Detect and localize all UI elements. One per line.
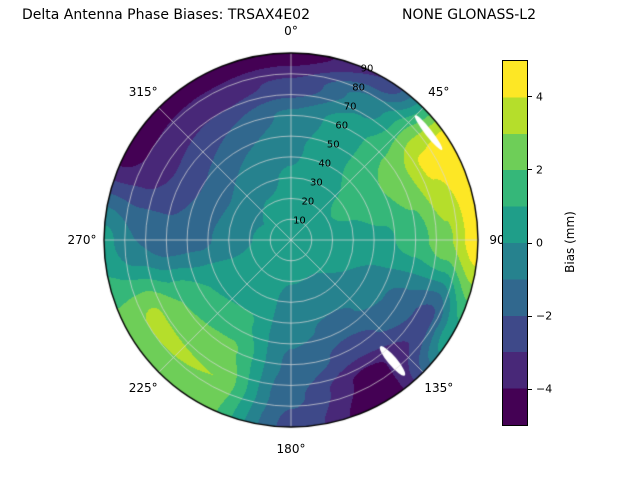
angular-tick-label: 225° bbox=[128, 380, 158, 395]
colorbar-tick-label: −4 bbox=[536, 382, 553, 396]
radial-tick-label: 90 bbox=[360, 63, 374, 75]
colorbar-axis-label: Bias (mm) bbox=[563, 211, 577, 273]
colorbar-tick-label: −2 bbox=[536, 309, 553, 323]
radial-tick-label: 50 bbox=[326, 139, 340, 151]
angular-tick-label: 0° bbox=[284, 24, 298, 38]
angular-tick-label: 45° bbox=[428, 85, 450, 100]
radial-tick-label: 30 bbox=[309, 177, 323, 189]
radial-tick-label: 40 bbox=[318, 158, 332, 170]
colorbar-tick bbox=[528, 242, 532, 244]
colorbar-tick bbox=[528, 315, 532, 317]
colorbar-tick-label: 2 bbox=[536, 163, 543, 177]
radial-tick-label: 10 bbox=[293, 215, 306, 227]
angular-tick-label: 315° bbox=[128, 85, 158, 100]
angular-tick-label: 135° bbox=[424, 380, 454, 395]
colorbar-tick bbox=[528, 96, 532, 98]
angular-tick-label: 270° bbox=[67, 233, 97, 247]
colorbar-tick bbox=[528, 169, 532, 171]
colorbar bbox=[502, 60, 528, 426]
radial-tick-label: 80 bbox=[352, 82, 365, 94]
colorbar-tick-label: 0 bbox=[536, 236, 543, 250]
radial-tick-label: 60 bbox=[335, 120, 349, 132]
colorbar-tick-label: 4 bbox=[536, 90, 543, 104]
angular-tick-label: 180° bbox=[276, 442, 306, 456]
colorbar-tick bbox=[528, 388, 532, 390]
radial-tick-label: 70 bbox=[343, 101, 357, 113]
radial-tick-label: 20 bbox=[301, 196, 315, 208]
